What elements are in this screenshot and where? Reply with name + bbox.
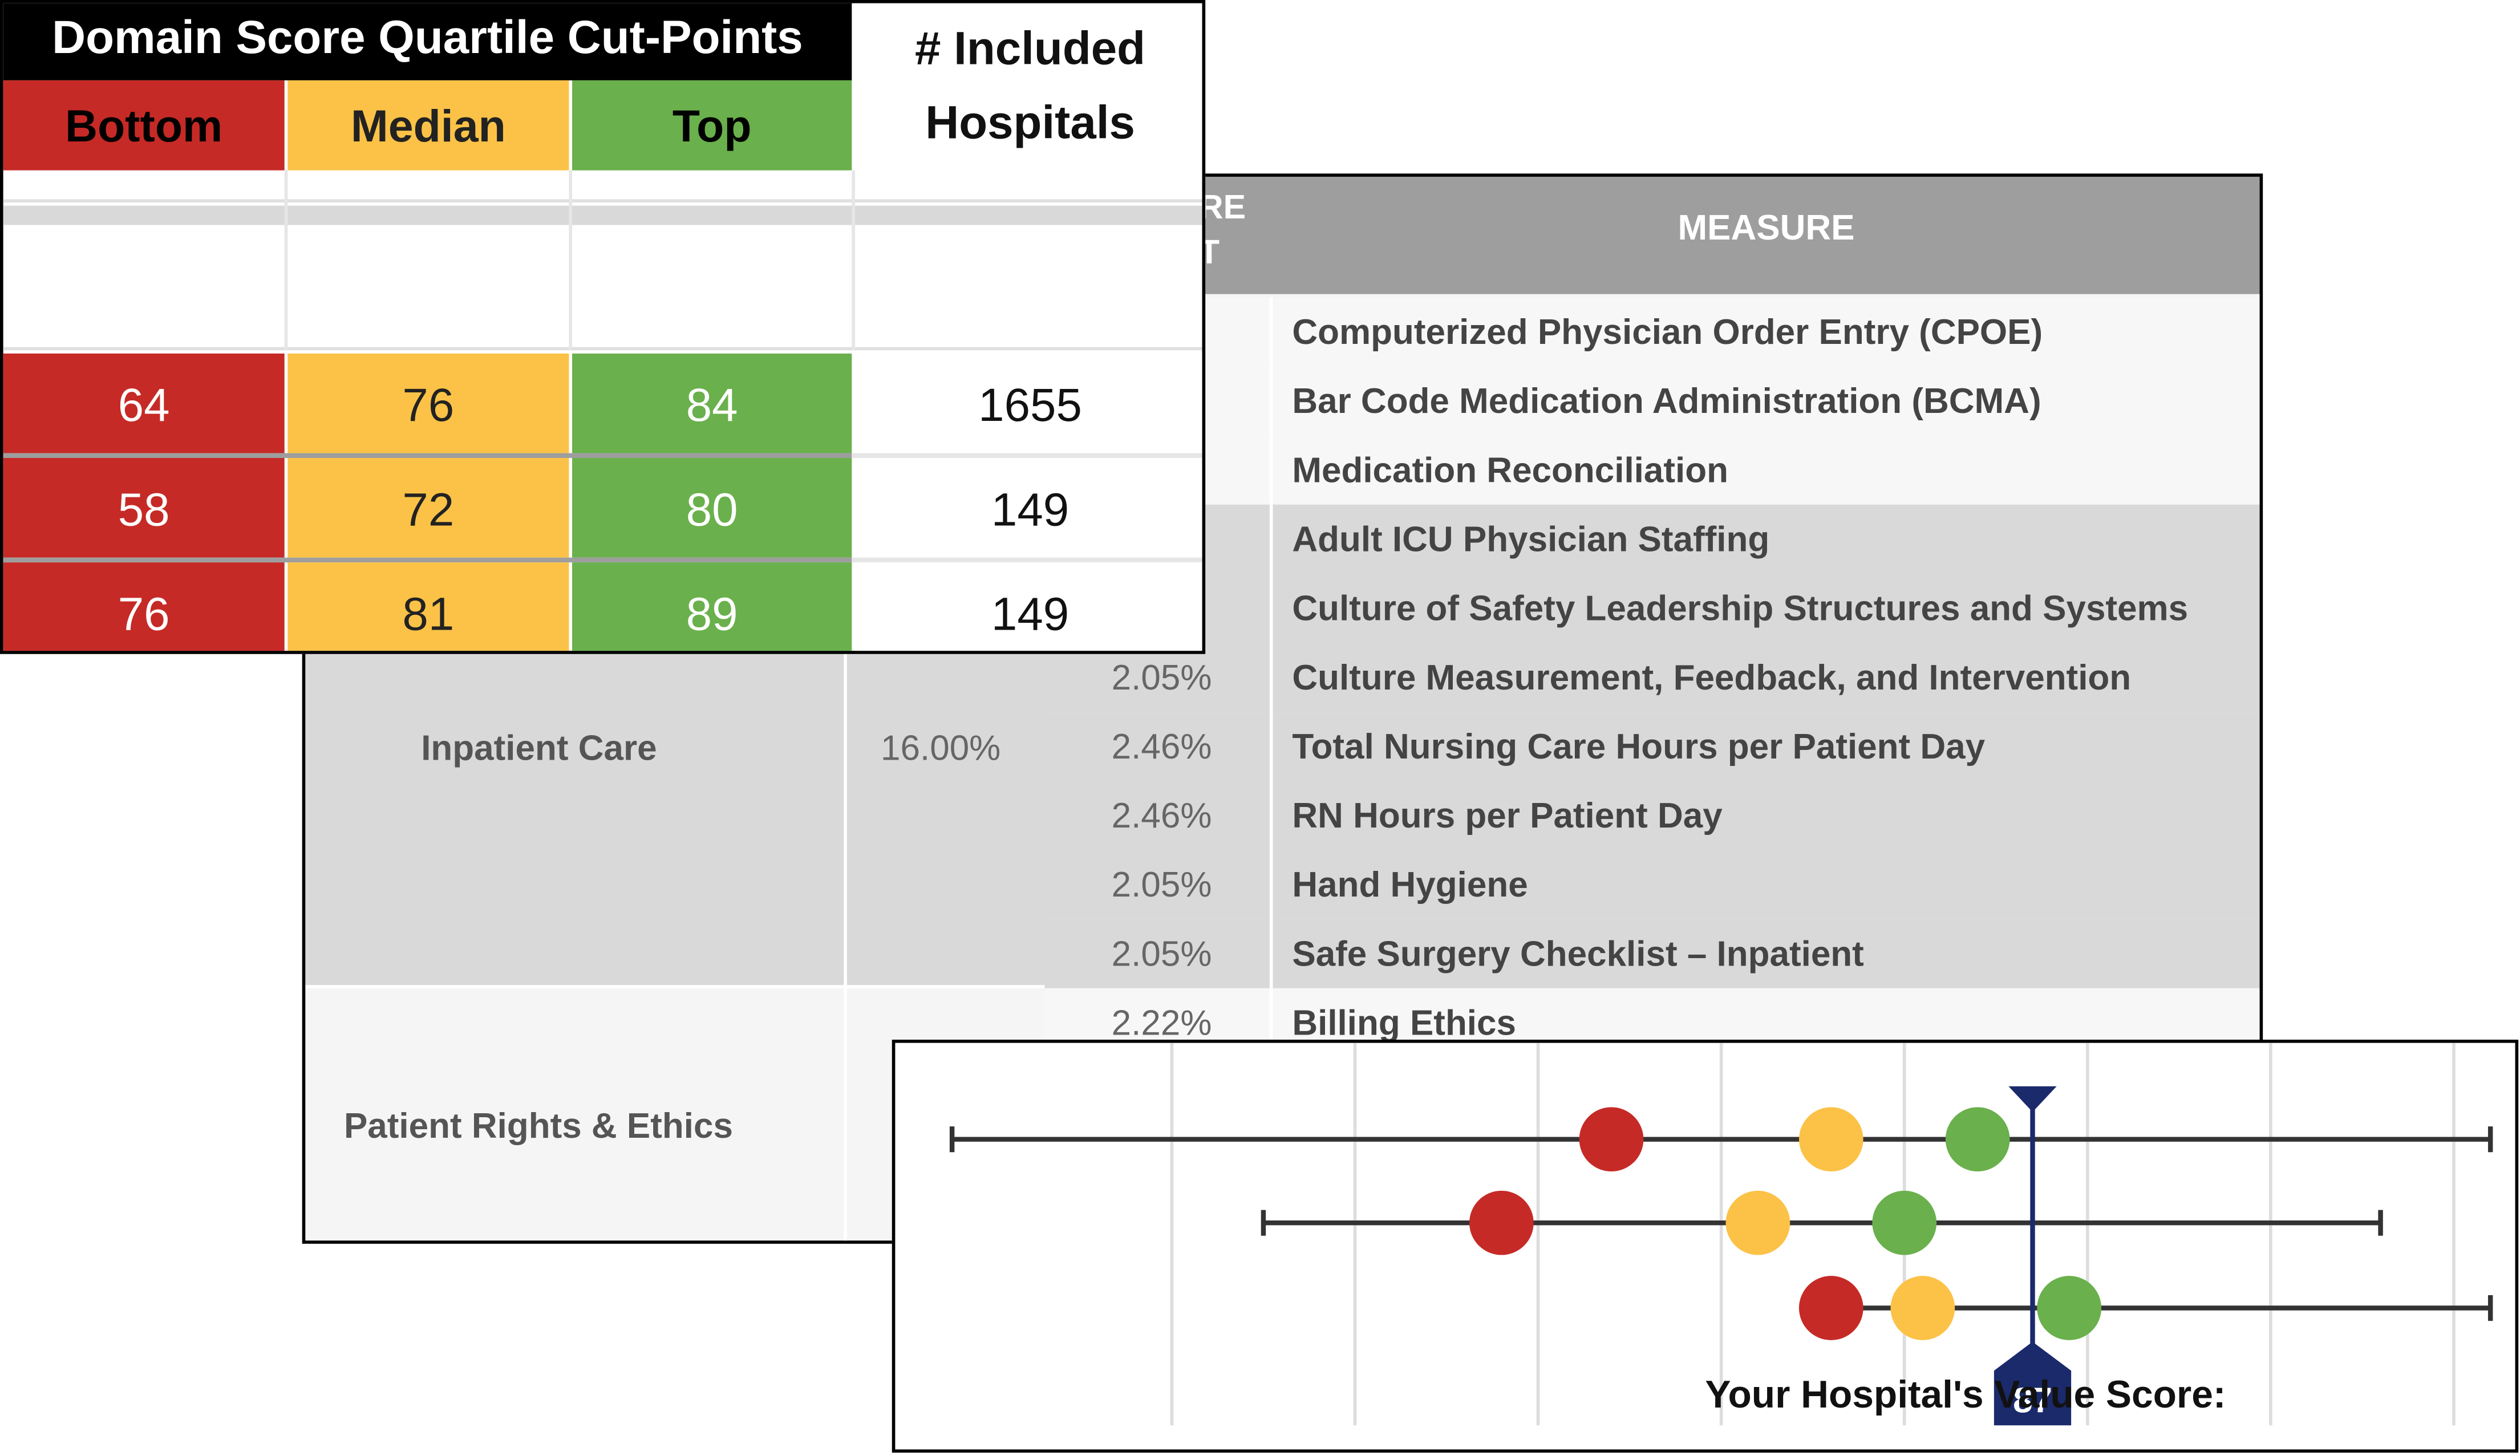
score-distribution-chart-panel: 87 Your Hospital's Value Score: xyxy=(892,1039,2519,1453)
bottom-column-header: Bottom xyxy=(3,80,285,171)
your-score-value: 87 xyxy=(2013,1381,2052,1421)
measure-column-header: MEASURE xyxy=(1678,207,1855,248)
quartile-cell-top: 84 xyxy=(572,353,852,453)
quartile-cut-points-panel: Domain Score Quartile Cut-Points Bottom … xyxy=(0,0,1206,654)
your-score-label: Your Hospital's Value Score: xyxy=(1705,1374,2226,1418)
measure-row: 2.46% Total Nursing Care Hours per Patien… xyxy=(1044,712,2260,783)
bottom-quartile-point xyxy=(1579,1107,1644,1172)
measure-row: 2.05% Hand Hygiene xyxy=(1044,850,2260,921)
measure-row: Culture of Safety Leadership Structures … xyxy=(1044,573,2260,644)
quartile-cell-bottom: 76 xyxy=(3,562,285,651)
top-quartile-point xyxy=(1872,1190,1937,1255)
median-column-header: Median xyxy=(287,80,569,171)
measure-row: Adult ICU Physician Staffing xyxy=(1044,504,2260,575)
your-score-badge xyxy=(1994,1341,2072,1426)
quartile-cell-median: 81 xyxy=(287,562,569,651)
measure-row: 2.46% RN Hours per Patient Day xyxy=(1044,781,2260,852)
measure-row: 2.05% Safe Surgery Checklist – Inpatient xyxy=(1044,919,2260,990)
measure-row: Bar Code Medication Administration (BCMA… xyxy=(1044,366,2260,437)
top-quartile-point xyxy=(2037,1276,2102,1340)
bottom-quartile-point xyxy=(1798,1276,1863,1340)
score-distribution-chart: 87 xyxy=(949,1043,2493,1426)
your-score-top-marker xyxy=(2008,1086,2057,1112)
median-quartile-point xyxy=(1798,1107,1863,1172)
bottom-quartile-point xyxy=(1469,1190,1534,1255)
top-quartile-point xyxy=(1945,1107,2010,1172)
median-quartile-point xyxy=(1725,1190,1790,1255)
quartile-cell-included: 149 xyxy=(854,458,1202,558)
weight-column-header: RE T xyxy=(1198,189,1246,272)
quartile-cell-top: 89 xyxy=(572,562,852,651)
quartile-cell-included: 1655 xyxy=(854,353,1202,453)
quartile-cell-median: 76 xyxy=(287,353,569,453)
top-column-header: Top xyxy=(572,80,852,171)
quartile-cell-included: 149 xyxy=(854,562,1202,651)
measure-row: Computerized Physician Order Entry (CPOE… xyxy=(1044,297,2260,368)
median-quartile-point xyxy=(1890,1276,1955,1340)
domain-label-patient-rights: Patient Rights & Ethics xyxy=(343,1105,733,1146)
quartile-cell-bottom: 64 xyxy=(3,353,285,453)
quartile-cell-top: 80 xyxy=(572,458,852,558)
measure-row: 2.05% Culture Measurement, Feedback, and … xyxy=(1044,643,2260,714)
quartile-table-title: Domain Score Quartile Cut-Points xyxy=(3,3,852,80)
domain-label-inpatient-care: Inpatient Care xyxy=(421,728,657,768)
measure-row: Medication Reconciliation xyxy=(1044,435,2260,506)
included-hospitals-column-header: # Included Hospitals xyxy=(915,24,1146,150)
domain-weight-inpatient-care: 16.00% xyxy=(881,728,1001,768)
quartile-cell-bottom: 58 xyxy=(3,458,285,558)
quartile-cell-median: 72 xyxy=(287,458,569,558)
